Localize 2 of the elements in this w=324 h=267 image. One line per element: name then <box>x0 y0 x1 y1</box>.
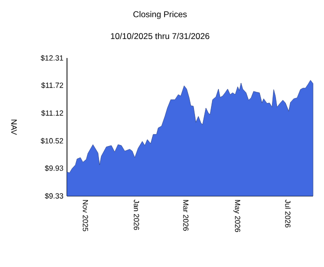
chart-title: Closing Prices <box>133 11 187 19</box>
chart-subtitle: 10/10/2025 thru 7/31/2026 <box>110 32 210 40</box>
